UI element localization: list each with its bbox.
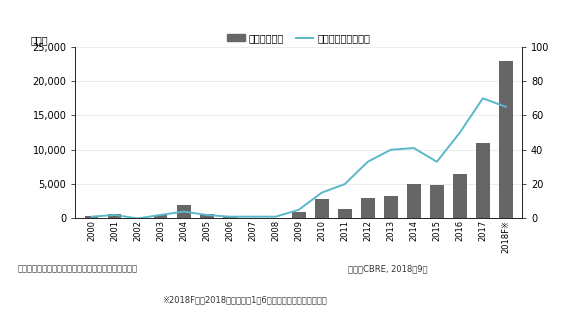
Bar bbox=[453, 174, 467, 218]
Bar bbox=[476, 143, 490, 218]
Bar bbox=[200, 214, 213, 218]
Legend: 新規開設面積, 新規開設数（右軸）: 新規開設面積, 新規開設数（右軸） bbox=[223, 29, 374, 47]
Bar bbox=[361, 198, 375, 218]
Bar bbox=[430, 185, 444, 218]
Bar bbox=[407, 184, 420, 218]
Text: ※2018Fは、2018年上半期（1〜6月）時点の値を意味する。: ※2018Fは、2018年上半期（1〜6月）時点の値を意味する。 bbox=[162, 296, 327, 305]
Bar bbox=[499, 61, 513, 218]
Bar bbox=[108, 214, 121, 218]
Bar bbox=[292, 212, 306, 218]
Bar bbox=[154, 215, 168, 218]
Text: 出所：CBRE, 2018年9月: 出所：CBRE, 2018年9月 bbox=[348, 265, 427, 273]
Bar bbox=[223, 217, 237, 218]
Bar bbox=[315, 199, 329, 218]
Bar bbox=[177, 205, 190, 218]
Bar bbox=[85, 216, 99, 218]
Bar bbox=[338, 209, 351, 218]
Text: （啶）: （啶） bbox=[31, 35, 48, 45]
Bar bbox=[384, 196, 398, 218]
Text: 注：開設時期不明のコワーキングオフィスは含まない: 注：開設時期不明のコワーキングオフィスは含まない bbox=[17, 265, 137, 273]
